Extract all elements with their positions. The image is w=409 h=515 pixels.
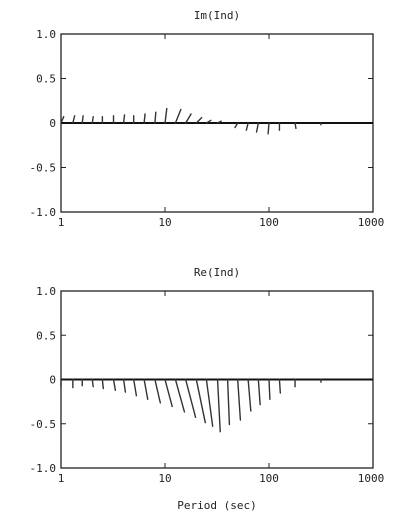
induction-vector — [134, 380, 137, 396]
induction-vector — [82, 116, 83, 123]
induction-vector — [155, 380, 160, 403]
induction-vector — [246, 123, 248, 130]
y-tick-label: 0 — [49, 117, 56, 130]
induction-vector — [175, 380, 184, 412]
x-tick-labels: 1 10 100 1000 — [58, 472, 385, 485]
y-tick-labels: 1.0 0.5 0 -0.5 -1.0 — [30, 28, 57, 219]
x-tick-labels: 1 10 100 1000 — [58, 216, 385, 229]
induction-vector — [279, 380, 280, 394]
induction-vector — [175, 110, 180, 124]
y-tick-labels: 1.0 0.5 0 -0.5 -1.0 — [30, 285, 57, 475]
induction-vector — [144, 114, 145, 123]
y-tick-label: 1.0 — [36, 285, 56, 298]
induction-vector — [144, 380, 148, 400]
induction-vector — [155, 112, 156, 123]
x-tick-label: 1 — [58, 216, 65, 229]
induction-vector — [124, 115, 125, 123]
y-tick-label: 1.0 — [36, 28, 56, 41]
x-tick-label: 10 — [158, 472, 171, 485]
y-tick-label: 0 — [49, 374, 56, 387]
panel-title: Im(Ind) — [194, 9, 240, 22]
induction-vector — [258, 380, 260, 405]
y-tick-label: -0.5 — [30, 162, 57, 175]
induction-vector — [238, 380, 241, 421]
x-tick-label: 1000 — [358, 216, 385, 229]
induction-vector — [248, 380, 251, 412]
panel-im-ind: Im(Ind) 1.0 0.5 0 -0.5 -1.0 1 10 100 100… — [30, 9, 385, 229]
x-tick-label: 100 — [259, 472, 279, 485]
induction-vector — [124, 380, 126, 393]
y-tick-label: -1.0 — [30, 462, 57, 475]
y-tick-label: -0.5 — [30, 418, 57, 431]
x-tick-label: 100 — [259, 216, 279, 229]
panel-title: Re(Ind) — [194, 266, 240, 279]
panel-re-ind: Re(Ind) 1.0 0.5 0 -0.5 -1.0 1 10 100 100… — [30, 266, 385, 512]
induction-vector — [186, 380, 196, 418]
induction-vector — [73, 116, 75, 123]
induction-vectors — [61, 380, 321, 432]
induction-vector — [295, 123, 296, 128]
induction-vector — [114, 380, 116, 391]
induction-vector — [269, 380, 270, 400]
induction-vector — [218, 380, 221, 432]
induction-vector — [257, 123, 259, 132]
y-tick-label: -1.0 — [30, 206, 57, 219]
induction-vector — [206, 380, 212, 427]
x-tick-label: 10 — [158, 216, 171, 229]
y-tick-label: 0.5 — [36, 329, 56, 342]
induction-vector — [92, 117, 93, 123]
induction-vector — [102, 380, 103, 389]
induction-vector — [228, 380, 230, 425]
induction-vector — [165, 109, 167, 123]
x-tick-label: 1 — [58, 472, 65, 485]
induction-vector — [165, 380, 172, 407]
induction-vector — [92, 380, 93, 387]
x-tick-label: 1000 — [358, 472, 385, 485]
induction-vector — [196, 380, 205, 423]
y-tick-label: 0.5 — [36, 73, 56, 86]
induction-vector — [268, 123, 269, 134]
induction-vectors — [61, 109, 321, 134]
x-axis-label: Period (sec) — [177, 499, 256, 512]
induction-vector — [186, 114, 191, 123]
